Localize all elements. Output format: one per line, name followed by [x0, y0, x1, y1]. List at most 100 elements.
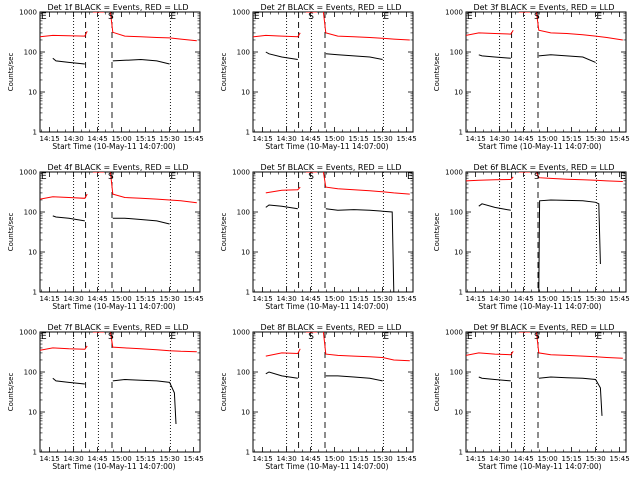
- y-tick-label: 100: [237, 209, 250, 217]
- series-events-line: [265, 51, 298, 60]
- event-marker-e: E: [170, 12, 176, 22]
- y-tick-label: 1: [246, 129, 250, 137]
- y-tick-label: 100: [24, 49, 37, 57]
- x-tick-label: 15:00: [538, 295, 558, 303]
- series-events-line: [112, 58, 170, 65]
- panel-det-8: Det 8f BLACK = Events, RED = LLD 1 10 100 10…: [220, 323, 417, 471]
- y-tick-label: 1000: [445, 169, 463, 177]
- x-tick-label: 14:30: [277, 295, 297, 303]
- event-marker-e: E: [467, 12, 473, 22]
- y-tick-label: 1000: [445, 329, 463, 337]
- series-events-line: [478, 376, 511, 382]
- panel-title: Det 3f BLACK = Events, RED = LLD: [473, 3, 614, 12]
- series-events-line: [478, 203, 511, 211]
- y-tick-label: 100: [24, 369, 37, 377]
- y-tick-label: 100: [237, 49, 250, 57]
- series-events-line: [112, 217, 170, 225]
- event-marker-e: E: [383, 12, 389, 22]
- series-events-line: [52, 377, 85, 385]
- y-tick-label: 1000: [232, 169, 250, 177]
- panel-title: Det 1f BLACK = Events, RED = LLD: [47, 3, 188, 12]
- series-lld-line: [40, 345, 88, 351]
- panel-title: Det 4f BLACK = Events, RED = LLD: [47, 163, 188, 172]
- series-lld-line: [265, 186, 301, 194]
- x-tick-label: 15:00: [325, 135, 345, 143]
- x-tick-label: 14:30: [490, 135, 510, 143]
- x-tick-label: 14:15: [466, 295, 486, 303]
- event-marker-s: S: [108, 12, 114, 22]
- x-tick-label: 15:15: [562, 295, 582, 303]
- series-lld-line: [40, 31, 88, 38]
- y-tick-label: 1: [33, 449, 37, 457]
- y-tick-label: 10: [454, 409, 463, 417]
- plot-frame: [465, 171, 627, 293]
- x-tick-label: 15:45: [397, 455, 417, 463]
- event-marker-s: S: [534, 12, 540, 22]
- panel-det-9: Det 9f BLACK = Events, RED = LLD 1 10 100 10…: [433, 323, 630, 471]
- panel-det-3: Det 3f BLACK = Events, RED = LLD 1 10 100 10…: [433, 3, 630, 151]
- x-tick-label: 15:00: [538, 455, 558, 463]
- x-axis-label: Start Time (10-May-11 14:07:00): [265, 142, 388, 151]
- x-tick-label: 15:45: [184, 295, 204, 303]
- x-tick-label: 14:45: [514, 135, 534, 143]
- plot-frame: [252, 171, 414, 293]
- series-lld-line: [535, 332, 623, 359]
- x-tick-label: 14:45: [301, 135, 321, 143]
- y-tick-label: 1: [33, 129, 37, 137]
- x-tick-label: 14:15: [253, 455, 273, 463]
- x-tick-label: 15:15: [349, 455, 369, 463]
- x-tick-label: 14:45: [301, 295, 321, 303]
- y-tick-label: 100: [24, 209, 37, 217]
- event-marker-e: E: [41, 172, 47, 182]
- series-lld-line: [535, 12, 623, 41]
- series-events-line: [52, 57, 85, 65]
- panel-title: Det 7f BLACK = Events, RED = LLD: [47, 323, 188, 332]
- y-tick-label: 10: [241, 409, 250, 417]
- panel-det-2: Det 2f BLACK = Events, RED = LLD 1 10 100 10…: [220, 3, 417, 151]
- x-axis-label: Start Time (10-May-11 14:07:00): [265, 302, 388, 311]
- x-tick-label: 14:15: [466, 455, 486, 463]
- x-axis-label: Start Time (10-May-11 14:07:00): [52, 142, 175, 151]
- series-events-line: [112, 378, 177, 425]
- plot-frame: [252, 331, 414, 453]
- series-events-line: [325, 53, 383, 60]
- series-lld-line: [265, 348, 301, 357]
- x-tick-label: 15:00: [112, 455, 132, 463]
- x-tick-label: 14:45: [88, 135, 108, 143]
- x-tick-label: 14:45: [88, 295, 108, 303]
- x-tick-label: 15:00: [325, 455, 345, 463]
- event-marker-s: S: [108, 172, 114, 182]
- x-tick-label: 15:15: [562, 135, 582, 143]
- series-lld-line: [253, 32, 301, 38]
- x-tick-label: 15:00: [325, 295, 345, 303]
- plot-frame: [465, 11, 627, 133]
- panel-title: Det 5f BLACK = Events, RED = LLD: [260, 163, 401, 172]
- y-tick-label: 1: [459, 289, 463, 297]
- event-marker-e: E: [467, 332, 473, 342]
- panel-det-1: Det 1f BLACK = Events, RED = LLD 1 10 100 10…: [7, 3, 204, 151]
- y-tick-label: 10: [241, 249, 250, 257]
- y-tick-label: 10: [28, 89, 37, 97]
- panel-title: Det 6f BLACK = Events, RED = LLD: [473, 163, 614, 172]
- x-tick-label: 15:30: [586, 135, 606, 143]
- panel-det-7: Det 7f BLACK = Events, RED = LLD 1 10 100 10…: [7, 323, 204, 471]
- x-tick-label: 14:45: [88, 455, 108, 463]
- y-tick-label: 100: [450, 209, 463, 217]
- y-axis-label: Counts/sec: [220, 213, 228, 252]
- series-lld-line: [109, 332, 197, 353]
- y-tick-label: 10: [28, 409, 37, 417]
- plot-frame: [39, 171, 201, 293]
- series-events-line: [265, 204, 298, 210]
- x-tick-label: 15:15: [136, 295, 156, 303]
- x-tick-label: 14:30: [64, 455, 84, 463]
- x-tick-label: 14:15: [253, 135, 273, 143]
- plot-frame: [465, 331, 627, 453]
- y-axis-label: Counts/sec: [433, 213, 441, 252]
- series-events-line: [478, 54, 511, 59]
- series-events-line: [538, 199, 601, 292]
- y-tick-label: 10: [454, 249, 463, 257]
- y-tick-label: 10: [241, 89, 250, 97]
- x-tick-label: 14:30: [64, 135, 84, 143]
- series-lld-line: [322, 12, 410, 41]
- event-marker-s: S: [534, 172, 540, 182]
